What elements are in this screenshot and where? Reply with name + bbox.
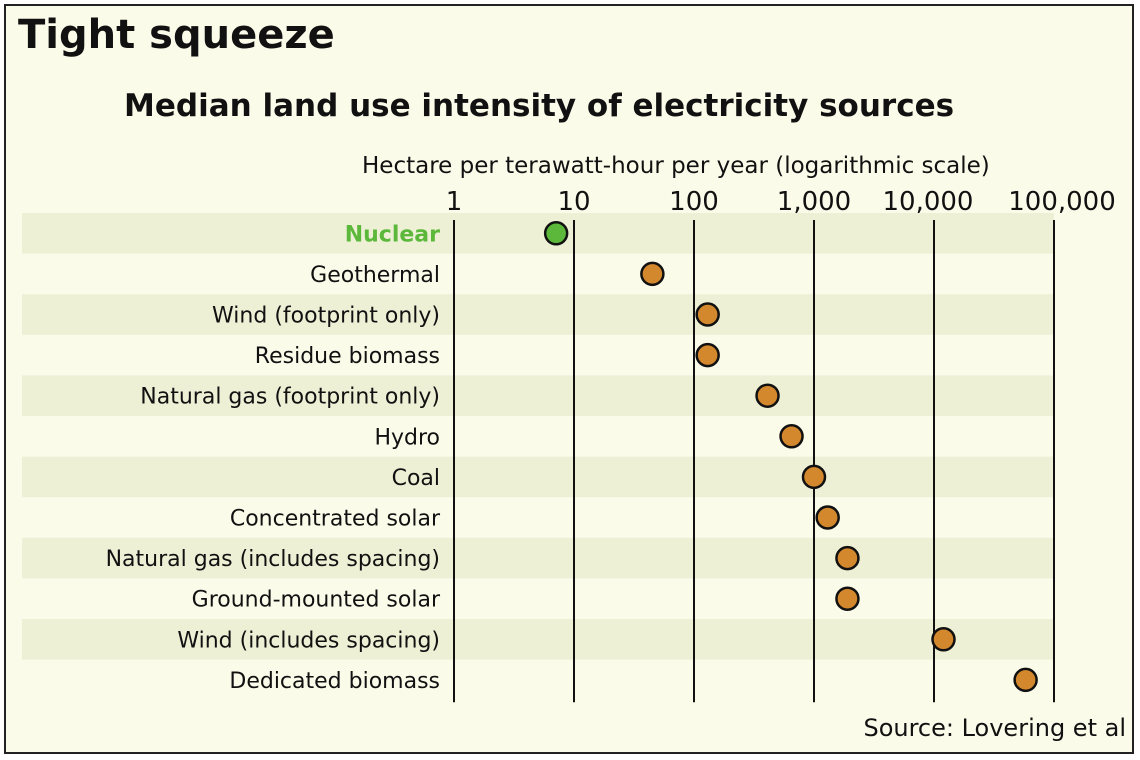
row-stripe	[22, 213, 1054, 254]
row-stripe	[22, 375, 1054, 416]
category-label: Ground-mounted solar	[192, 588, 441, 613]
data-point	[779, 424, 804, 449]
category-label: Hydro	[374, 425, 440, 450]
data-point	[695, 342, 720, 368]
data-point	[695, 302, 720, 327]
category-label: Residue biomass	[255, 344, 440, 369]
category-label: Wind (includes spacing)	[177, 628, 440, 653]
row-stripe	[22, 619, 1054, 660]
x-tick-label: 100	[669, 187, 719, 217]
data-point	[815, 505, 840, 530]
chart-title: Median land use intensity of electricity…	[124, 88, 955, 124]
category-label: Coal	[392, 466, 440, 491]
chart-heading: Tight squeeze	[18, 12, 335, 58]
data-point	[755, 383, 780, 408]
row-stripe	[22, 294, 1054, 335]
source-note: Source: Lovering et al	[863, 714, 1126, 742]
category-label: Geothermal	[310, 263, 440, 288]
category-label: Wind (footprint only)	[212, 304, 440, 329]
category-label: Nuclear	[345, 222, 440, 247]
data-point	[640, 261, 665, 287]
row-stripe	[22, 456, 1054, 498]
x-tick-label: 1	[446, 187, 463, 217]
category-label: Concentrated solar	[230, 507, 441, 532]
data-point	[931, 627, 956, 652]
data-point	[543, 221, 569, 246]
x-tick-label: 1,000	[777, 187, 851, 217]
category-label: Natural gas (footprint only)	[140, 385, 440, 410]
row-stripe	[22, 537, 1054, 579]
data-point	[1013, 667, 1038, 693]
category-label: Natural gas (includes spacing)	[106, 547, 440, 572]
x-tick-label: 100,000	[1008, 187, 1116, 217]
data-point	[835, 586, 860, 611]
x-tick-label: 10,000	[883, 187, 974, 217]
x-tick-label: 10	[557, 187, 590, 217]
x-axis-label: Hectare per terawatt-hour per year (loga…	[362, 153, 990, 179]
data-point	[835, 545, 860, 571]
category-label: Dedicated biomass	[229, 669, 440, 694]
data-point	[801, 464, 827, 490]
